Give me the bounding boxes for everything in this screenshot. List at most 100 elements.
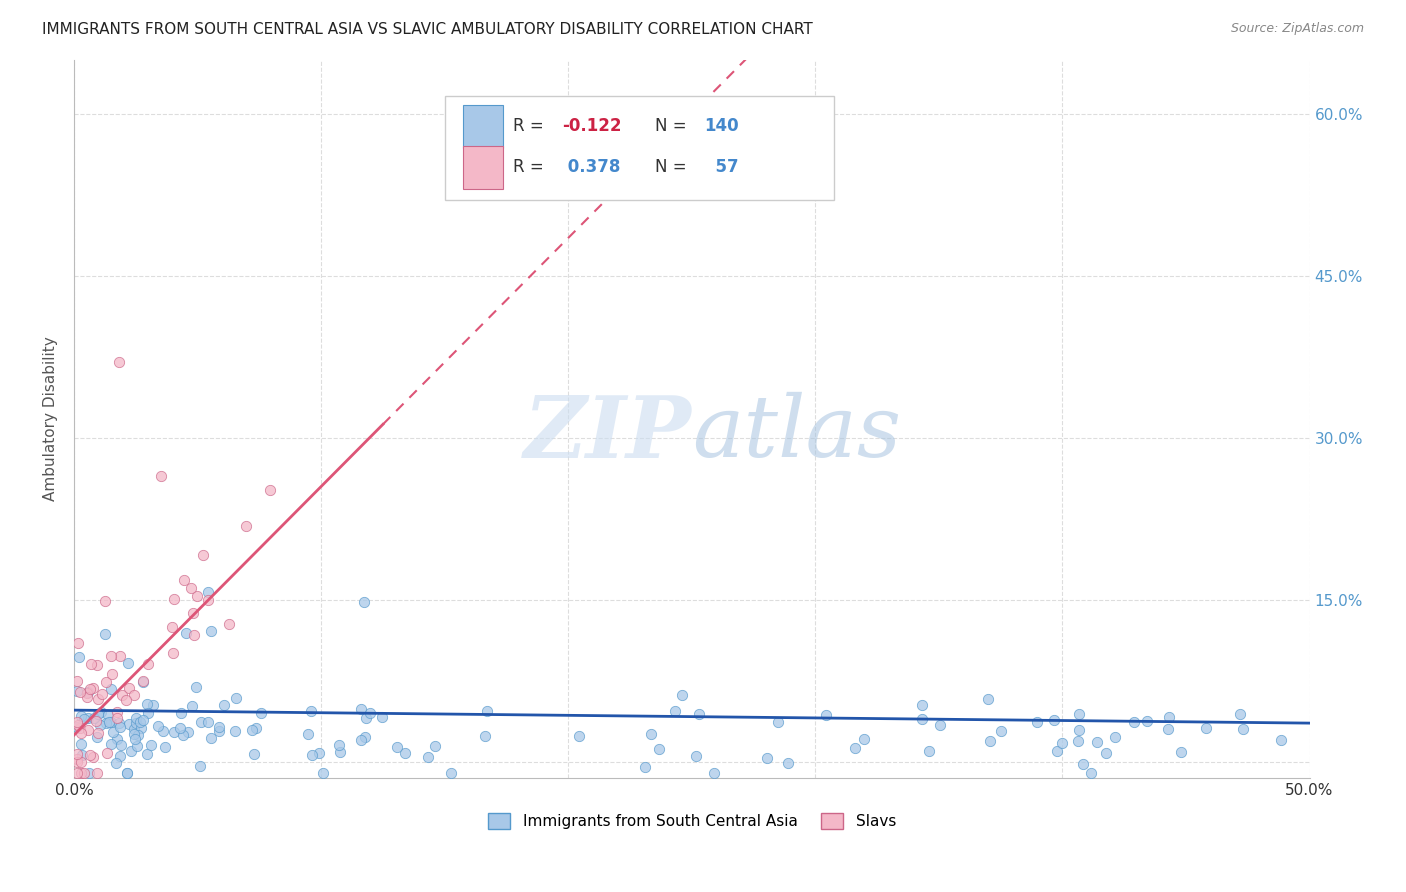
Point — [1232, 723, 1254, 737]
Point — [69, 650, 91, 665]
Point — [79, 747, 101, 762]
Point — [979, 734, 1001, 748]
Point — [815, 708, 838, 723]
Point — [66, 636, 89, 650]
Point — [110, 739, 132, 753]
Point — [197, 592, 219, 607]
Point — [169, 721, 191, 735]
Point — [225, 691, 247, 706]
Point — [122, 727, 145, 741]
Point — [129, 722, 152, 736]
Point — [111, 688, 134, 702]
Point — [77, 765, 100, 780]
Point — [1026, 714, 1049, 729]
Point — [474, 729, 496, 743]
Point — [354, 730, 377, 744]
Point — [301, 748, 323, 763]
Point — [1042, 713, 1064, 727]
Point — [977, 692, 1000, 706]
Point — [65, 747, 87, 761]
Point — [1229, 707, 1251, 722]
Point — [100, 648, 122, 663]
Point — [259, 483, 281, 498]
Point — [183, 628, 205, 642]
Point — [124, 711, 146, 725]
Point — [86, 730, 108, 744]
Text: ZIP: ZIP — [524, 392, 692, 475]
Point — [70, 756, 93, 770]
Point — [69, 709, 91, 723]
Point — [80, 657, 103, 672]
Point — [70, 737, 93, 751]
Text: R =: R = — [513, 159, 548, 177]
Point — [1050, 736, 1073, 750]
Text: 0.378: 0.378 — [562, 159, 620, 177]
Point — [186, 589, 208, 603]
Text: 57: 57 — [704, 159, 738, 177]
Point — [108, 748, 131, 763]
Point — [200, 624, 222, 639]
Point — [245, 722, 267, 736]
Point — [328, 738, 350, 752]
Point — [142, 698, 165, 712]
Point — [67, 718, 90, 732]
Point — [180, 581, 202, 595]
Text: 140: 140 — [704, 118, 738, 136]
Legend: Immigrants from South Central Asia, Slavs: Immigrants from South Central Asia, Slav… — [481, 807, 903, 835]
Point — [1104, 730, 1126, 744]
Point — [1157, 722, 1180, 736]
Point — [101, 667, 124, 681]
Point — [243, 747, 266, 761]
Point — [94, 594, 117, 608]
Point — [87, 707, 110, 722]
Y-axis label: Ambulatory Disability: Ambulatory Disability — [44, 336, 58, 501]
FancyBboxPatch shape — [463, 146, 503, 188]
Point — [200, 731, 222, 746]
Point — [98, 714, 121, 729]
Point — [65, 674, 87, 689]
Point — [136, 747, 159, 761]
Point — [844, 741, 866, 756]
Point — [86, 765, 108, 780]
Point — [918, 744, 941, 758]
Point — [208, 724, 231, 739]
Point — [173, 573, 195, 587]
Point — [149, 468, 172, 483]
Point — [350, 733, 373, 747]
FancyBboxPatch shape — [463, 105, 503, 148]
Point — [94, 626, 117, 640]
Point — [76, 723, 98, 738]
Point — [423, 739, 446, 753]
Point — [768, 714, 790, 729]
Point — [664, 704, 686, 718]
Point — [329, 745, 352, 759]
Point — [990, 723, 1012, 738]
Point — [108, 720, 131, 734]
Point — [136, 697, 159, 711]
Text: atlas: atlas — [692, 392, 901, 475]
Point — [132, 674, 155, 689]
Point — [755, 751, 778, 765]
Point — [65, 684, 87, 698]
Point — [94, 715, 117, 730]
Point — [299, 704, 322, 718]
Point — [107, 355, 129, 369]
Point — [1270, 732, 1292, 747]
Point — [1071, 757, 1094, 772]
Point — [94, 674, 117, 689]
Point — [370, 710, 392, 724]
Point — [633, 760, 655, 774]
Point — [477, 704, 499, 718]
Point — [65, 714, 87, 729]
Point — [69, 721, 91, 735]
Point — [308, 746, 330, 760]
Point — [703, 765, 725, 780]
Text: -0.122: -0.122 — [562, 118, 621, 136]
Point — [110, 649, 132, 664]
Point — [107, 705, 129, 719]
Point — [118, 681, 141, 696]
Point — [84, 714, 107, 728]
Point — [224, 724, 246, 739]
Point — [1095, 746, 1118, 760]
Point — [127, 728, 149, 742]
